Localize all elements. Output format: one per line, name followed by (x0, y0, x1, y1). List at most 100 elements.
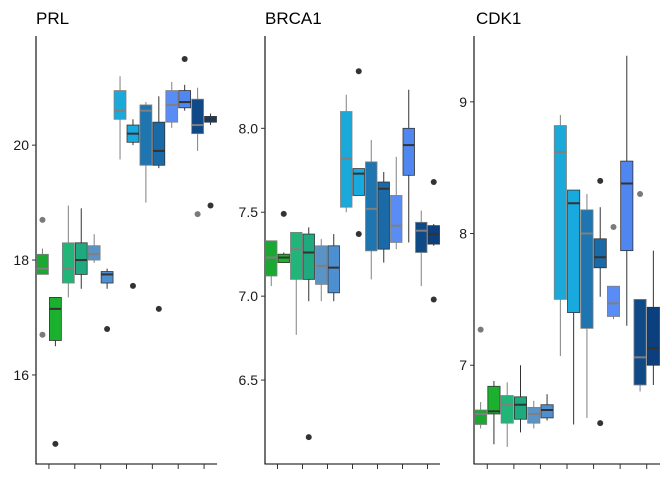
brca1-box-13 (415, 210, 428, 287)
prl-box-2 (49, 296, 62, 447)
box-iqr (165, 90, 179, 123)
outlier-point (39, 216, 46, 223)
box-iqr (500, 395, 514, 424)
cdk1-box-4 (513, 365, 528, 433)
brca1-box-4 (302, 227, 315, 441)
cdk1-title: CDK1 (476, 9, 521, 28)
prl-box-4 (74, 208, 88, 289)
brca1-box-2 (277, 210, 290, 263)
brca1-y-tick-label: 7.0 (239, 288, 259, 304)
outlier-point (52, 440, 59, 447)
cdk1-box-1 (474, 326, 488, 429)
box-iqr (113, 90, 127, 120)
cdk1-box-12 (620, 55, 634, 326)
brca1-panel: BRCA1 6.5 7.0 7.5 8.0 (239, 9, 440, 469)
brca1-title: BRCA1 (265, 9, 322, 28)
prl-box-7 (113, 76, 127, 160)
outlier-point (207, 202, 214, 209)
brca1-box-11 (390, 156, 403, 250)
brca1-box-8 (352, 68, 365, 238)
cdk1-box-5 (527, 400, 541, 429)
prl-panel: PRL 16 18 20 (13, 9, 217, 469)
outlier-point (355, 68, 362, 75)
cdk1-box-10 (593, 177, 607, 427)
brca1-y-tick-label: 6.5 (239, 372, 259, 388)
cdk1-y-tick-label: 8 (459, 226, 467, 242)
cdk1-box-9 (580, 194, 594, 418)
box-iqr (87, 245, 101, 261)
cdk1-box-7 (553, 115, 567, 357)
brca1-box-1 (265, 240, 278, 287)
box-iqr (365, 161, 378, 252)
outlier-point (194, 211, 201, 218)
outlier-point (597, 420, 604, 427)
outlier-point (610, 223, 617, 230)
outlier-point (637, 191, 644, 198)
box-iqr (487, 385, 501, 415)
prl-box-3 (61, 205, 75, 298)
prl-box-8 (126, 119, 140, 289)
outlier-point (430, 296, 437, 303)
box-iqr (402, 127, 415, 176)
outlier-point (181, 55, 188, 62)
box-iqr (527, 406, 541, 424)
box-iqr (620, 160, 634, 252)
box-iqr (633, 298, 647, 386)
box-iqr (61, 242, 75, 284)
outlier-point (155, 305, 162, 312)
prl-box-11 (165, 81, 179, 128)
outlier-point (355, 231, 362, 238)
brca1-box-14 (427, 179, 440, 303)
box-iqr (580, 209, 594, 329)
box-iqr (390, 195, 403, 243)
prl-box-1 (36, 216, 49, 338)
cdk1-box-14 (646, 250, 660, 385)
brca1-box-7 (340, 94, 353, 213)
box-iqr (415, 221, 428, 253)
box-iqr (540, 404, 554, 419)
cdk1-box-2 (487, 381, 501, 445)
brca1-box-12 (402, 89, 415, 243)
cdk1-box-11 (606, 223, 621, 320)
outlier-point (477, 326, 484, 333)
box-iqr (100, 271, 114, 284)
prl-box-13 (191, 87, 204, 218)
brca1-box-5 (315, 239, 328, 302)
box-iqr (191, 98, 204, 135)
brca1-y-tick-label: 8.0 (239, 120, 259, 136)
outlier-point (104, 325, 111, 332)
box-iqr (593, 238, 607, 269)
box-iqr (74, 242, 88, 275)
outlier-point (597, 177, 604, 184)
box-iqr (646, 306, 660, 366)
brca1-y-tick-label: 7.5 (239, 204, 259, 220)
brca1-box-6 (327, 234, 340, 302)
box-iqr (377, 181, 390, 250)
prl-y-tick-label: 16 (13, 367, 29, 383)
outlier-point (430, 179, 437, 186)
cdk1-box-6 (540, 394, 554, 421)
cdk1-box-13 (633, 191, 647, 392)
box-iqr (139, 104, 153, 166)
brca1-box-9 (365, 140, 378, 280)
box-iqr (36, 253, 49, 275)
cdk1-box-3 (500, 382, 514, 447)
box-iqr (513, 396, 528, 420)
box-iqr (327, 245, 340, 294)
brca1-box-3 (290, 231, 303, 335)
outlier-point (305, 434, 312, 441)
prl-y-tick-label: 20 (13, 137, 29, 153)
cdk1-box-8 (567, 189, 581, 425)
box-iqr (606, 285, 621, 317)
prl-box-5 (87, 234, 101, 263)
cdk1-panel: CDK1 7 8 9 (459, 9, 660, 469)
outlier-point (280, 210, 287, 217)
prl-box-10 (152, 96, 166, 312)
box-iqr (49, 296, 62, 341)
outlier-point (129, 282, 136, 289)
cdk1-y-tick-label: 7 (459, 357, 467, 373)
cdk1-y-tick-label: 9 (459, 94, 467, 110)
prl-box-14 (204, 113, 217, 209)
box-iqr (290, 231, 303, 280)
